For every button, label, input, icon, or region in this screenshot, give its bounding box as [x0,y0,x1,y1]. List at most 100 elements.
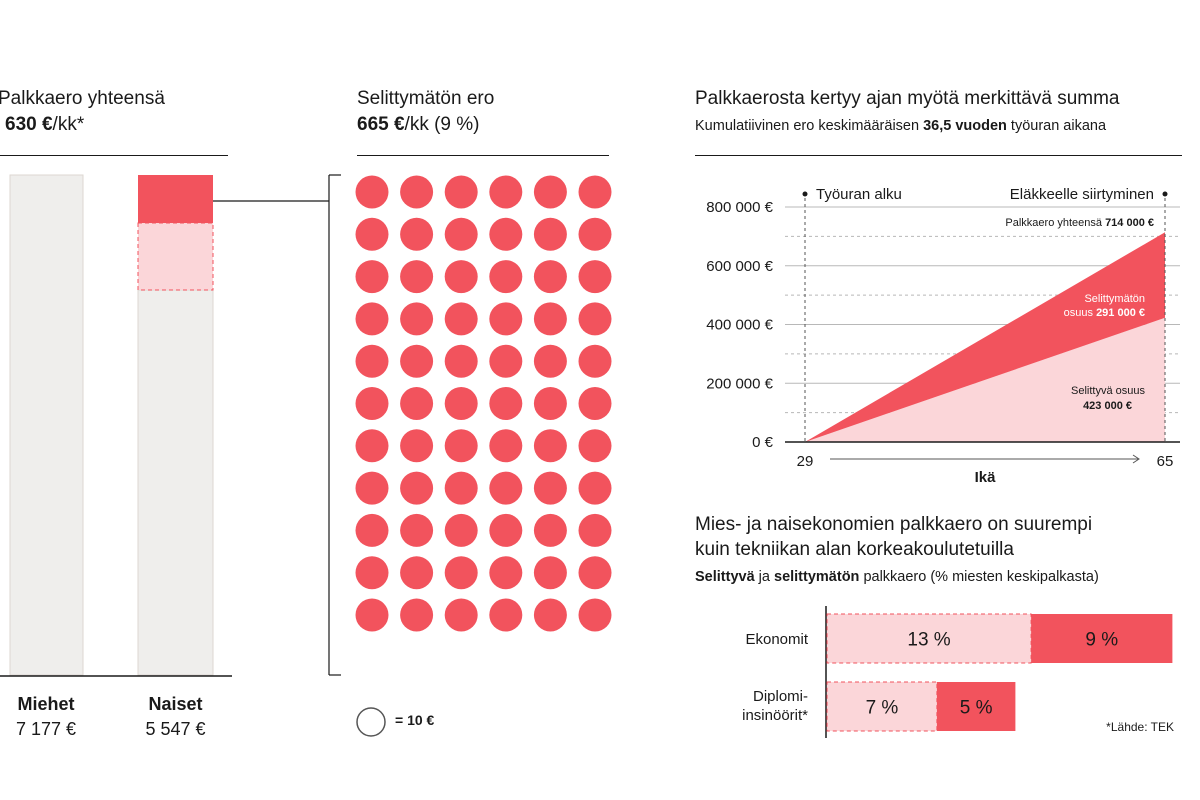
dot [489,344,523,378]
end-marker-dot [1162,191,1168,197]
dot [533,217,567,251]
dot [400,344,434,378]
dot [355,429,389,463]
dot-legend-icon [356,707,386,737]
bar-explained-label: 13 % [907,630,950,651]
dot [444,513,478,547]
bar-women-unexplained-gap [138,175,213,223]
bar-women-explained-gap [137,222,214,291]
dot [444,471,478,505]
dot [489,556,523,590]
comparison-subtitle-b2: selittymätön [774,569,860,585]
unexplained-title: Selittymätön ero [357,88,495,109]
total-gap-bars [0,174,232,677]
dot [444,556,478,590]
unexplained-area-label-2: osuus 291 000 € [1064,307,1145,319]
unexplained-dot-grid [355,175,612,632]
total-gap-value-unit: /kk* [52,114,85,135]
x-tick-end: 65 [1157,453,1174,470]
dot [444,344,478,378]
dot [489,429,523,463]
dot [533,513,567,547]
bar-women-base [137,289,214,676]
dot [578,302,612,336]
dot [489,175,523,209]
unexplained-rule [357,155,609,156]
dot [400,513,434,547]
bar-unexplained-label: 9 % [1085,630,1118,651]
connector-bracket [213,174,341,676]
dot [355,217,389,251]
cumulative-rule [695,155,1182,156]
dot [355,556,389,590]
dot [578,429,612,463]
bar-unexplained [936,682,1016,731]
source-note: *Lähde: TEK [1106,720,1174,734]
dot [533,598,567,632]
dot [444,598,478,632]
dot [400,556,434,590]
dot [400,598,434,632]
total-label-pre: Palkkaero yhteensä [1005,217,1105,229]
cumulative-subtitle-pre: Kumulatiivinen ero keskimääräisen [695,118,924,134]
bar-explained-label: 7 % [866,698,899,719]
dot [400,302,434,336]
cumulative-area-chart: 0 €200 000 €400 000 €600 000 €800 000 € … [706,186,1180,486]
bar-value-men: 7 177 € [15,719,77,739]
dot [578,513,612,547]
bar-men [9,174,84,676]
row-label-di-2: insinöörit* [742,707,808,724]
dot [578,556,612,590]
unexplained-area-label-2-pre: osuus [1064,307,1096,319]
dot [355,344,389,378]
x-tick-start: 29 [797,453,814,470]
comparison-subtitle-mid: ja [754,569,774,585]
dot [489,387,523,420]
x-axis-label: Ikä [975,469,997,486]
y-tick-label: 200 000 € [706,375,773,392]
dot [400,429,434,463]
comparison-subtitle-b1: Selittyvä [695,569,755,585]
dot [489,217,523,251]
bar-label-men: Miehet [17,694,75,714]
bar-unexplained-label: 5 % [960,698,993,719]
dot [533,175,567,209]
total-gap-value: 630 €/kk* [5,114,84,136]
dot [533,429,567,463]
dot [355,471,389,505]
dot [489,513,523,547]
cumulative-subtitle: Kumulatiivinen ero keskimääräisen 36,5 v… [695,118,1106,134]
dot [489,260,523,294]
total-gap-value-bold: 630 € [5,114,53,135]
bar-explained [826,681,938,732]
dot [578,344,612,378]
dot [533,260,567,294]
dot [578,471,612,505]
dot [355,387,389,420]
y-tick-label: 400 000 € [706,317,773,334]
dot [444,175,478,209]
total-label-bold: 714 000 € [1105,217,1154,229]
dot [444,260,478,294]
dot [355,598,389,632]
dot [444,302,478,336]
dot [355,302,389,336]
dot [355,513,389,547]
dot [533,471,567,505]
comparison-subtitle-post: palkkaero (% miesten keskipalkasta) [859,569,1099,585]
dot [489,471,523,505]
unexplained-area-label-2-bold: 291 000 € [1096,307,1145,319]
bar-label-women: Naiset [148,694,203,714]
bar-unexplained [1031,614,1173,663]
cumulative-title: Palkkaerosta kertyy ajan myötä merkittäv… [695,88,1120,109]
x-arrow-head [1132,454,1140,464]
dot [578,598,612,632]
comparison-title-line2: kuin tekniikan alan korkeakoulutetuilla [695,539,1014,560]
total-gap-title: Palkkaero yhteensä [0,88,165,109]
row-label-ekonomit: Ekonomit [745,631,808,648]
end-label: Eläkkeelle siirtyminen [1010,186,1154,203]
area-explained [805,317,1165,442]
dot [533,344,567,378]
bar-explained [826,613,1032,664]
dot [578,217,612,251]
